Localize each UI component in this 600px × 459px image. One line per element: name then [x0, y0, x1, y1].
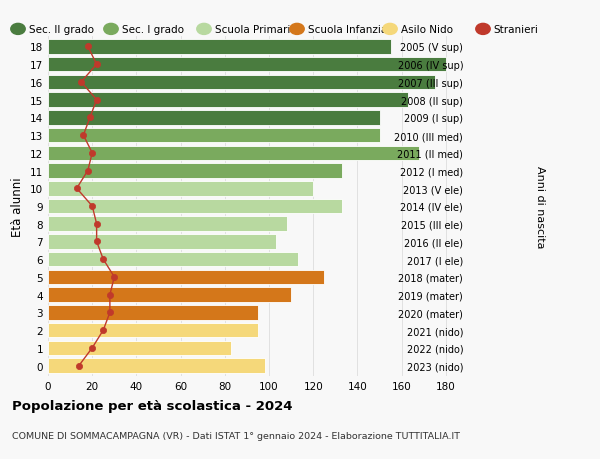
- Bar: [48, 235, 275, 249]
- Text: Stranieri: Stranieri: [494, 25, 539, 35]
- Text: Sec. I grado: Sec. I grado: [122, 25, 184, 35]
- Bar: [48, 129, 380, 143]
- Bar: [48, 199, 342, 214]
- Bar: [48, 93, 409, 108]
- Bar: [48, 58, 446, 72]
- Bar: [48, 358, 265, 373]
- Bar: [48, 341, 232, 355]
- Bar: [48, 323, 258, 338]
- Text: Scuola Infanzia: Scuola Infanzia: [308, 25, 387, 35]
- Bar: [48, 270, 325, 285]
- Bar: [48, 305, 258, 320]
- Text: Scuola Primaria: Scuola Primaria: [215, 25, 296, 35]
- Y-axis label: Anni di nascita: Anni di nascita: [535, 165, 545, 248]
- Bar: [48, 40, 391, 55]
- Text: Popolazione per età scolastica - 2024: Popolazione per età scolastica - 2024: [12, 399, 293, 412]
- Bar: [48, 288, 291, 302]
- Bar: [48, 182, 313, 196]
- Text: COMUNE DI SOMMACAMPAGNA (VR) - Dati ISTAT 1° gennaio 2024 - Elaborazione TUTTITA: COMUNE DI SOMMACAMPAGNA (VR) - Dati ISTA…: [12, 431, 460, 441]
- Bar: [48, 164, 342, 179]
- Text: Sec. II grado: Sec. II grado: [29, 25, 94, 35]
- Bar: [48, 75, 435, 90]
- Bar: [48, 217, 287, 231]
- Text: Asilo Nido: Asilo Nido: [401, 25, 453, 35]
- Bar: [48, 146, 419, 161]
- Bar: [48, 111, 380, 125]
- Bar: [48, 252, 298, 267]
- Y-axis label: Età alunni: Età alunni: [11, 177, 25, 236]
